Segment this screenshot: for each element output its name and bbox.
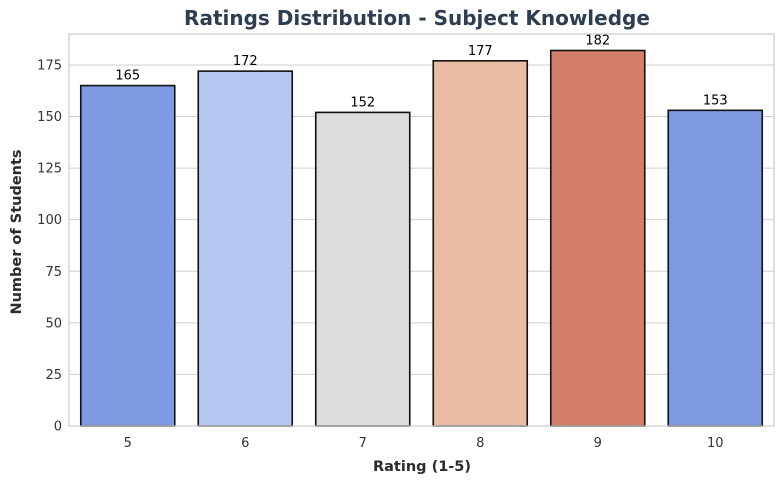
chart-title: Ratings Distribution - Subject Knowledge <box>184 6 650 30</box>
bar-6 <box>197 70 294 427</box>
y-tick-label: 175 <box>37 58 62 73</box>
y-axis-ticks: 0 25 50 75 100 125 150 175 <box>37 58 62 434</box>
y-tick-label: 75 <box>45 265 62 280</box>
bar-8 <box>432 60 529 427</box>
x-tick-label: 9 <box>594 436 602 451</box>
data-label-5: 165 <box>115 69 140 84</box>
data-label-7: 152 <box>350 95 375 110</box>
y-tick-label: 25 <box>45 368 62 383</box>
bar-10 <box>667 109 764 427</box>
x-tick-label: 8 <box>476 436 484 451</box>
x-tick-label: 5 <box>124 436 132 451</box>
bars <box>79 49 764 427</box>
x-tick-label: 6 <box>241 436 249 451</box>
bar-7 <box>314 111 411 427</box>
y-axis-label: Number of Students <box>9 149 25 314</box>
y-tick-label: 125 <box>37 162 62 177</box>
data-label-10: 153 <box>703 93 728 108</box>
x-tick-label: 7 <box>359 436 367 451</box>
data-label-6: 172 <box>233 54 258 69</box>
x-tick-label: 10 <box>707 436 724 451</box>
plot-frame <box>68 33 775 427</box>
y-tick-label: 0 <box>54 420 62 435</box>
data-label-9: 182 <box>585 34 610 49</box>
bar-5 <box>79 84 176 427</box>
y-tick-label: 100 <box>37 213 62 228</box>
bar-9 <box>549 49 646 427</box>
x-axis-ticks: 5 6 7 8 9 10 <box>124 436 724 451</box>
grid-lines <box>69 64 774 427</box>
x-axis-label: Rating (1-5) <box>373 459 471 475</box>
data-label-8: 177 <box>468 44 493 59</box>
y-tick-label: 50 <box>45 316 62 331</box>
data-labels: 165 172 152 177 182 153 <box>115 34 727 111</box>
y-tick-label: 150 <box>37 110 62 125</box>
